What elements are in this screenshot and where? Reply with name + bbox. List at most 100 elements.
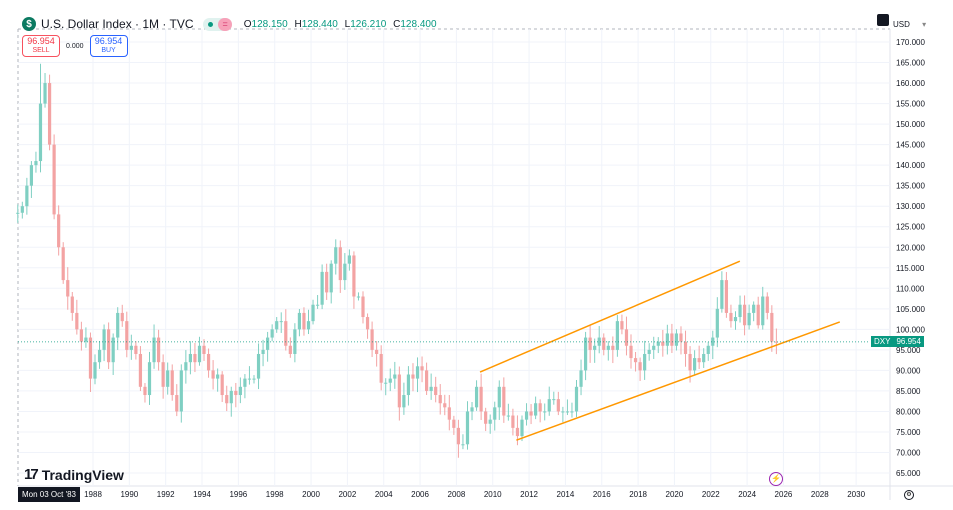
candle-body <box>706 345 710 354</box>
candle-body <box>297 312 302 330</box>
candle-body <box>538 403 542 412</box>
candle-body <box>733 317 738 322</box>
x-tick-label: 1996 <box>229 490 247 499</box>
x-tick-label: 2018 <box>629 490 647 499</box>
candle-body <box>574 386 579 412</box>
candle-body <box>715 308 719 338</box>
candle-body <box>238 386 242 396</box>
x-tick-label: 2020 <box>666 490 684 499</box>
candle-body <box>275 321 279 330</box>
y-tick-label: 145.000 <box>896 141 925 150</box>
candle-body <box>34 161 38 166</box>
candle-body <box>379 353 383 383</box>
candle-body <box>188 353 192 363</box>
candle-body <box>20 206 24 213</box>
y-tick-label: 140.000 <box>896 161 925 170</box>
y-tick-label: 125.000 <box>896 223 925 232</box>
channel-upper-line <box>479 260 741 373</box>
candle-body <box>515 427 520 437</box>
y-tick-label: 105.000 <box>896 305 925 314</box>
y-tick-label: 130.000 <box>896 202 925 211</box>
candle-body <box>216 374 220 379</box>
dollar-circle-icon: $ <box>22 17 36 31</box>
candle-body <box>570 411 574 413</box>
x-tick-label: 2014 <box>557 490 575 499</box>
last-price-tag: DXY 96.954 <box>871 336 924 347</box>
candle-body <box>420 366 424 371</box>
symbol-title[interactable]: U.S. Dollar Index · 1M · TVC <box>41 17 194 31</box>
x-tick-label: 1992 <box>157 490 175 499</box>
candle-body <box>134 345 138 354</box>
candle-body <box>615 321 619 350</box>
sell-button[interactable]: 96.954 SELL <box>22 35 60 57</box>
x-tick-label: 2002 <box>338 490 356 499</box>
screenshot-button[interactable] <box>877 14 889 26</box>
candles <box>16 63 778 458</box>
candle-body <box>593 345 597 350</box>
x-tick-label: 2024 <box>738 490 756 499</box>
candle-body <box>179 370 183 412</box>
candle-body <box>211 370 215 379</box>
ohlc-readout: O128.150 H128.440 L126.210 C128.400 <box>243 18 437 30</box>
lightning-icon[interactable]: ⚡ <box>769 472 783 486</box>
candle-body <box>125 321 129 350</box>
candle-body <box>588 337 592 350</box>
x-tick-label: 2008 <box>448 490 466 499</box>
candle-body <box>138 353 143 387</box>
candle-body <box>697 358 701 363</box>
tradingview-logo[interactable]: 17 TradingView <box>24 466 124 483</box>
candle-body <box>683 341 688 354</box>
status-pills[interactable]: = <box>203 17 232 31</box>
settings-icon[interactable]: ⚙ <box>904 490 914 500</box>
y-tick-label: 155.000 <box>896 100 925 109</box>
y-tick-label: 120.000 <box>896 243 925 252</box>
candle-body <box>629 345 633 359</box>
candle-body <box>756 304 760 326</box>
candle-body <box>84 337 88 342</box>
candle-body <box>156 337 161 363</box>
candle-body <box>93 362 97 379</box>
y-tick-label: 135.000 <box>896 182 925 191</box>
y-tick-label: 170.000 <box>896 38 925 47</box>
candle-body <box>361 296 365 318</box>
candle-body <box>493 407 497 420</box>
candle-body <box>611 345 615 350</box>
candle-body <box>602 337 606 350</box>
candle-body <box>247 378 252 380</box>
candle-body <box>243 378 247 387</box>
candle-body <box>774 341 778 343</box>
candle-body <box>597 337 601 346</box>
candle-body <box>415 366 420 379</box>
y-tick-label: 115.000 <box>896 264 925 273</box>
candle-body <box>411 374 415 379</box>
candle-body <box>166 370 170 387</box>
x-tick-label: 2012 <box>520 490 538 499</box>
candle-body <box>175 395 179 412</box>
candle-body <box>465 411 470 445</box>
x-tick-label: 2022 <box>702 490 720 499</box>
candle-body <box>16 212 20 214</box>
y-tick-label: 85.000 <box>896 387 921 396</box>
candle-body <box>670 333 674 346</box>
candle-body <box>770 312 774 342</box>
candle-body <box>365 317 370 330</box>
candle-body <box>334 247 338 264</box>
candle-body <box>107 329 111 363</box>
candle-body <box>97 349 102 363</box>
candle-body <box>565 411 570 413</box>
candle-body <box>47 83 52 145</box>
candle-body <box>656 341 660 346</box>
candle-body <box>225 395 229 404</box>
candle-body <box>147 362 152 396</box>
candle-body <box>161 362 165 387</box>
candle-body <box>70 296 74 313</box>
candle-body <box>143 386 147 396</box>
currency-select[interactable]: USD <box>893 20 926 29</box>
candle-body <box>556 399 560 412</box>
candle-body <box>765 296 769 313</box>
buy-button[interactable]: 96.954 BUY <box>89 35 128 57</box>
trade-panel: 96.954 SELL 0.000 96.954 BUY <box>22 35 128 57</box>
candle-body <box>738 304 742 318</box>
candle-body <box>761 296 765 326</box>
